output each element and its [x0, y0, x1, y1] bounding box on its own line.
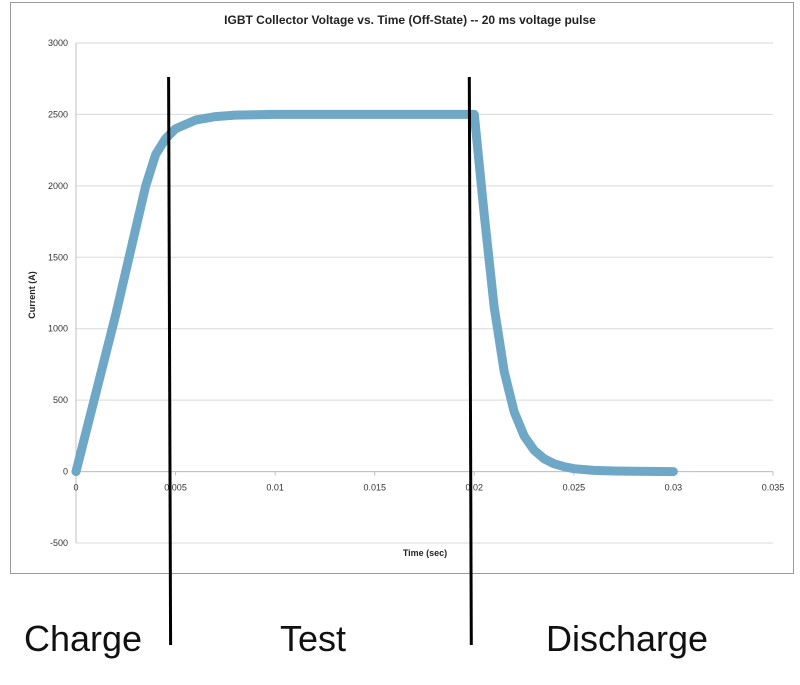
phase-label-test: Test — [280, 618, 347, 659]
chart-title: IGBT Collector Voltage vs. Time (Off-Sta… — [224, 13, 596, 27]
x-tick-label: 0.005 — [164, 483, 187, 493]
phase-boundary-line — [167, 76, 173, 646]
x-tick-label: 0.01 — [266, 483, 284, 493]
y-tick-label: -500 — [50, 538, 68, 548]
phase-label-discharge: Discharge — [546, 618, 709, 659]
tick-layer: -500 0 500 1000 1500 2000 2500 3000 0 0.005 0.01 0.… — [48, 38, 784, 548]
y-tick-label: 2500 — [48, 109, 68, 119]
y-axis-label: Current (A) — [27, 271, 37, 319]
x-tick-label: 0.035 — [762, 483, 785, 493]
marker-layer — [167, 76, 473, 646]
y-tick-label: 500 — [53, 395, 68, 405]
chart-frame — [10, 2, 794, 574]
y-tick-label: 1000 — [48, 324, 68, 334]
y-tick-label: 3000 — [48, 38, 68, 48]
y-tick-label: 2000 — [48, 181, 68, 191]
x-tick-label: 0.025 — [563, 483, 586, 493]
x-tick-label: 0.015 — [363, 483, 386, 493]
x-tick-label: 0 — [73, 483, 78, 493]
x-tick-label: 0.02 — [466, 483, 484, 493]
y-tick-label: 0 — [63, 467, 68, 477]
phase-label-charge: Charge — [24, 618, 143, 659]
series-line — [71, 109, 678, 477]
x-axis-label: Time (sec) — [403, 548, 447, 558]
series-layer — [71, 109, 678, 477]
phase-boundary-line — [467, 76, 473, 646]
y-tick-label: 1500 — [48, 252, 68, 262]
x-tick-label: 0.03 — [665, 483, 683, 493]
grid-layer — [75, 42, 773, 544]
